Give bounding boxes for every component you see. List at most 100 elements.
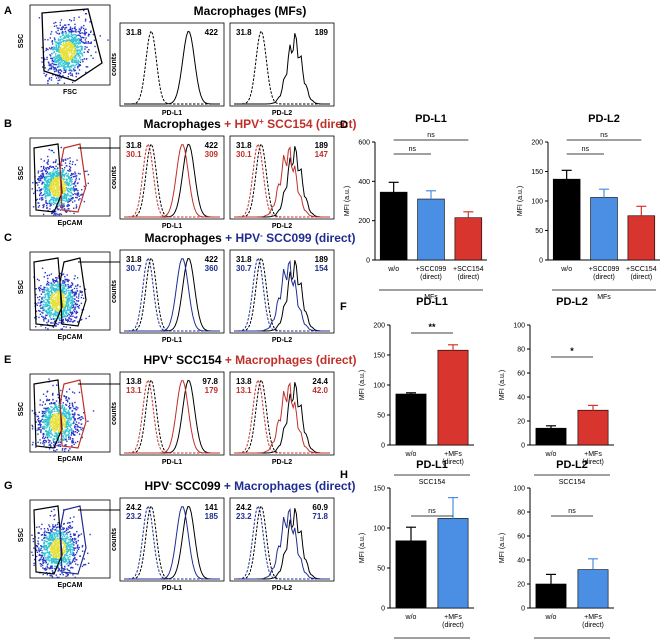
scatter-point bbox=[60, 59, 63, 61]
scatter-point bbox=[74, 306, 77, 308]
scatter-point bbox=[47, 192, 49, 195]
scatter-point bbox=[58, 173, 60, 175]
scatter-point bbox=[71, 299, 73, 301]
scatter-point bbox=[46, 274, 48, 277]
scatter-point bbox=[83, 24, 85, 27]
scatter-point bbox=[72, 548, 74, 551]
scatter-xlabel: EpCAM bbox=[58, 334, 83, 341]
scatter-point bbox=[64, 279, 67, 281]
chart-title: PD-L1 bbox=[416, 296, 448, 308]
scatter-point bbox=[64, 56, 67, 59]
scatter-point bbox=[42, 296, 44, 298]
scatter-point bbox=[42, 393, 45, 395]
scatter-point bbox=[57, 79, 59, 82]
scatter-point bbox=[69, 425, 71, 427]
scatter-point bbox=[54, 59, 56, 61]
scatter-point bbox=[45, 167, 47, 169]
scatter-point bbox=[60, 532, 63, 534]
scatter-point bbox=[71, 292, 74, 294]
scatter-point bbox=[68, 412, 70, 414]
scatter-point bbox=[66, 49, 68, 51]
scatter-point bbox=[41, 564, 44, 567]
scatter-point bbox=[66, 60, 68, 62]
scatter-point bbox=[84, 563, 87, 566]
scatter-point bbox=[64, 44, 66, 46]
scatter-point bbox=[44, 421, 46, 423]
scatter-point bbox=[69, 549, 71, 551]
scatter-point bbox=[70, 199, 72, 202]
scatter-point bbox=[56, 56, 58, 58]
scatter-point bbox=[44, 545, 46, 547]
scatter-point bbox=[56, 49, 59, 51]
scatter-point bbox=[58, 300, 61, 303]
scatter-point bbox=[62, 303, 64, 305]
scatter-point bbox=[67, 303, 69, 305]
scatter-point bbox=[92, 410, 95, 412]
scatter-point bbox=[72, 201, 74, 203]
scatter-point bbox=[53, 51, 55, 53]
scatter-point bbox=[45, 547, 48, 549]
scatter-point bbox=[73, 27, 76, 29]
scatter-point bbox=[57, 38, 60, 40]
scatter-point bbox=[57, 546, 60, 548]
stain-curve bbox=[124, 506, 220, 580]
scatter-point bbox=[64, 60, 66, 62]
scatter-point bbox=[76, 49, 79, 51]
scatter-point bbox=[48, 567, 51, 570]
scatter-point bbox=[84, 48, 86, 50]
scatter-point bbox=[68, 411, 70, 413]
scatter-point bbox=[39, 290, 41, 292]
scatter-point bbox=[53, 197, 55, 200]
scatter-point bbox=[41, 298, 43, 300]
scatter-point bbox=[85, 18, 87, 20]
scatter-point bbox=[54, 58, 56, 60]
scatter-point bbox=[54, 304, 56, 306]
scatter-point bbox=[55, 180, 58, 182]
scatter-point bbox=[51, 406, 53, 408]
scatter-point bbox=[69, 170, 72, 172]
scatter-point bbox=[71, 59, 74, 61]
scatter-point bbox=[75, 73, 78, 75]
scatter-point bbox=[50, 79, 53, 81]
scatter-point bbox=[68, 398, 70, 400]
scatter-point bbox=[54, 524, 57, 526]
scatter-point bbox=[37, 170, 40, 172]
scatter-point bbox=[70, 306, 72, 309]
scatter-point bbox=[68, 429, 70, 432]
scatter-point bbox=[67, 285, 70, 288]
scatter-point bbox=[53, 444, 55, 446]
scatter-point bbox=[57, 47, 59, 49]
scatter-point bbox=[46, 573, 48, 576]
scatter-point bbox=[70, 417, 72, 419]
scatter-point bbox=[46, 410, 48, 412]
scatter-point bbox=[67, 294, 69, 296]
scatter-point bbox=[55, 69, 58, 71]
scatter-point bbox=[77, 193, 80, 195]
scatter-point bbox=[43, 539, 45, 542]
scatter-point bbox=[66, 423, 68, 425]
scatter-point bbox=[69, 177, 72, 180]
scatter-point bbox=[50, 416, 52, 418]
scatter-point bbox=[64, 37, 66, 39]
scatter-point bbox=[50, 413, 52, 415]
scatter-point bbox=[68, 73, 70, 75]
scatter-point bbox=[73, 417, 75, 419]
scatter-point bbox=[45, 548, 47, 550]
scatter-point bbox=[74, 48, 76, 51]
scatter-point bbox=[53, 304, 55, 306]
scatter-point bbox=[67, 531, 69, 534]
scatter-point bbox=[58, 196, 61, 199]
scatter-point bbox=[38, 181, 40, 183]
scatter-point bbox=[84, 34, 86, 36]
scatter-point bbox=[81, 32, 83, 34]
scatter-point bbox=[71, 445, 73, 447]
scatter-point bbox=[51, 527, 54, 530]
scatter-point bbox=[54, 535, 56, 537]
scatter-point bbox=[67, 290, 69, 292]
scatter-point bbox=[45, 197, 47, 199]
scatter-point bbox=[68, 41, 71, 43]
scatter-point bbox=[47, 538, 50, 540]
scatter-point bbox=[61, 297, 64, 300]
scatter-point bbox=[56, 296, 58, 299]
